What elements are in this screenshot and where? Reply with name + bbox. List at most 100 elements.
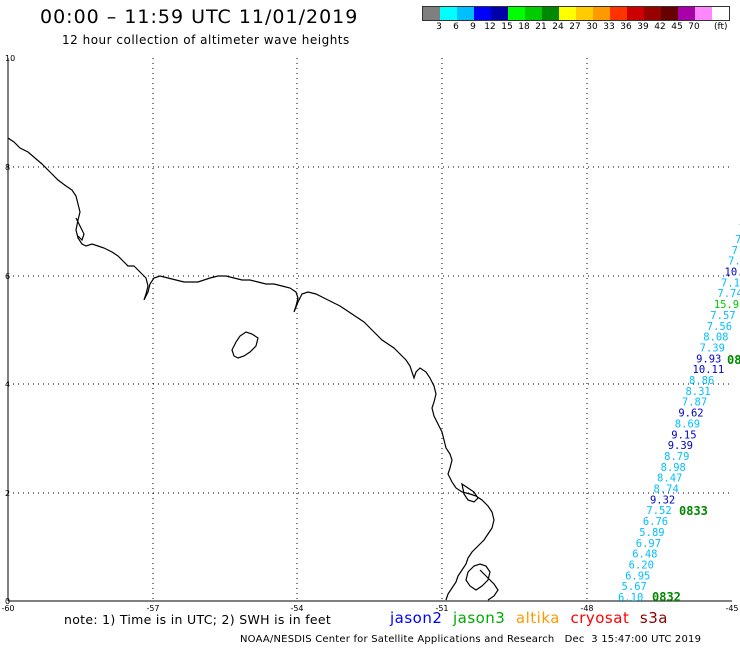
footer-credit: NOAA/NESDIS Center for Satellite Applica… (240, 634, 701, 645)
swh-value-label: 6.48 (632, 549, 657, 561)
swh-value-label: 15.91 (714, 299, 740, 311)
axis-tick-labels: -60 -57 -54 -51 -48 -45 10 8 6 4 2 0 (1, 54, 738, 613)
swh-value-label: 5.89 (639, 527, 664, 539)
colorbar-swatch (661, 7, 678, 20)
swh-value-label: 8.31 (685, 386, 710, 398)
swh-value-label: 7.57 (710, 310, 735, 322)
render-date: Dec 3 15:47:00 UTC 2019 (564, 634, 702, 645)
swh-value-label: 7.74 (717, 288, 740, 300)
colorbar-label: 70 (688, 22, 700, 32)
colorbar-swatch (593, 7, 610, 20)
colorbar-labels: 3 6 9 12 15 18 21 24 27 30 33 36 39 42 45 70 (422, 22, 740, 34)
swh-value-label: 5.67 (622, 581, 647, 593)
colorbar-label: 45 (671, 22, 683, 32)
swh-value-label: 6.20 (629, 559, 654, 571)
colorbar-label: 18 (518, 22, 530, 32)
swh-value-label: 7.14 (721, 277, 740, 289)
colorbar-swatch (508, 7, 525, 20)
swh-value-label: 7 (735, 234, 740, 246)
colorbar-label: 33 (603, 22, 615, 32)
colorbar-label: 27 (569, 22, 581, 32)
colorbar-label: 42 (654, 22, 666, 32)
swh-value-label: 10.11 (693, 364, 725, 376)
colorbar-label: 36 (620, 22, 632, 32)
pass-time-label: 0832 (652, 590, 681, 604)
colorbar-swatch (423, 7, 440, 20)
colorbar-label: 9 (470, 22, 476, 32)
colorbar-swatch (491, 7, 508, 20)
swh-value-label: 9.93 (696, 353, 721, 365)
colorbar-swatch (627, 7, 644, 20)
swh-value-label: 8.69 (675, 418, 700, 430)
river-mouth (461, 482, 479, 503)
latitude-label: 6 (5, 272, 10, 281)
colorbar-swatch (576, 7, 593, 20)
colorbar-unit: (ft) (714, 22, 728, 32)
colorbar-swatch (525, 7, 542, 20)
satellite-legend: jason2 jason3 altika cryosat s3a (390, 609, 668, 627)
longitude-label: -54 (290, 604, 303, 613)
delta-coast (479, 569, 499, 601)
pass-time-label: 0833 (679, 504, 708, 518)
swh-value-label: 10.7 (725, 267, 740, 279)
swh-value-label: 8.47 (657, 473, 682, 485)
units-note: note: 1) Time is in UTC; 2) SWH is in fe… (64, 612, 332, 627)
longitude-label: -45 (725, 604, 738, 613)
colorbar (422, 6, 730, 21)
swh-value-label: 6.95 (625, 570, 650, 582)
swh-value-label: 9.39 (668, 440, 693, 452)
swh-value-label: 7.39 (700, 342, 725, 354)
pass-time-label: 08 (727, 353, 740, 367)
colorbar-swatch (644, 7, 661, 20)
credit-text: NOAA/NESDIS Center for Satellite Applica… (240, 634, 555, 645)
colorbar-label: 3 (436, 22, 442, 32)
colorbar-swatch (678, 7, 695, 20)
longitude-label: -48 (580, 604, 593, 613)
swh-value-label: 8.74 (654, 484, 679, 496)
longitude-label: -51 (435, 604, 448, 613)
swh-value-label: 7.4 (732, 245, 740, 257)
swh-value-label: 9.15 (671, 429, 696, 441)
swh-value-label: 7.8 (728, 256, 740, 268)
latitude-label: 10 (5, 54, 15, 63)
swh-value-label: 8.86 (689, 375, 714, 387)
colorbar-swatch (712, 7, 729, 20)
swh-value-label: 9.32 (650, 494, 675, 506)
swh-value-label: 7.52 (646, 505, 671, 517)
colorbar-label: 15 (501, 22, 513, 32)
colorbar-swatch (542, 7, 559, 20)
lat-lon-grid (8, 58, 732, 601)
swh-value-label: 7 (739, 223, 740, 235)
inland-lake (231, 331, 259, 359)
swh-value-label: 9.62 (678, 408, 703, 420)
swh-value-label: 7.56 (707, 321, 732, 333)
colorbar-label: 21 (535, 22, 547, 32)
colorbar-label: 12 (484, 22, 496, 32)
colorbar-label: 24 (552, 22, 564, 32)
swh-value-label: 6.10 (618, 592, 643, 604)
colorbar-label: 30 (586, 22, 598, 32)
colorbar-label: 6 (453, 22, 459, 32)
satellite-track: 6.105.676.956.206.486.975.896.767.529.32… (618, 223, 740, 604)
latitude-label: 2 (5, 489, 10, 498)
swh-value-label: 8.08 (703, 332, 728, 344)
swh-value-label: 7.87 (682, 397, 707, 409)
satellite-legend-jason2: jason2 (390, 609, 453, 627)
map-subtitle: 12 hour collection of altimeter wave hei… (62, 33, 350, 47)
swh-value-label: 6.76 (643, 516, 668, 528)
colorbar-swatch (457, 7, 474, 20)
satellite-legend-altika: altika (515, 609, 571, 627)
swh-value-label: 6.97 (636, 538, 661, 550)
coastline (7, 137, 495, 601)
satellite-legend-jason3: jason3 (452, 609, 516, 627)
longitude-label: -60 (1, 604, 14, 613)
estuary-coast (75, 217, 85, 242)
satellite-legend-s3a: s3a (639, 609, 668, 627)
latitude-label: 4 (5, 380, 10, 389)
colorbar-swatch (610, 7, 627, 20)
colorbar-label: 39 (637, 22, 649, 32)
satellite-legend-cryosat: cryosat (570, 609, 640, 627)
longitude-label: -57 (146, 604, 159, 613)
swh-value-label: 8.79 (664, 451, 689, 463)
swh-value-label: 8.98 (661, 462, 686, 474)
